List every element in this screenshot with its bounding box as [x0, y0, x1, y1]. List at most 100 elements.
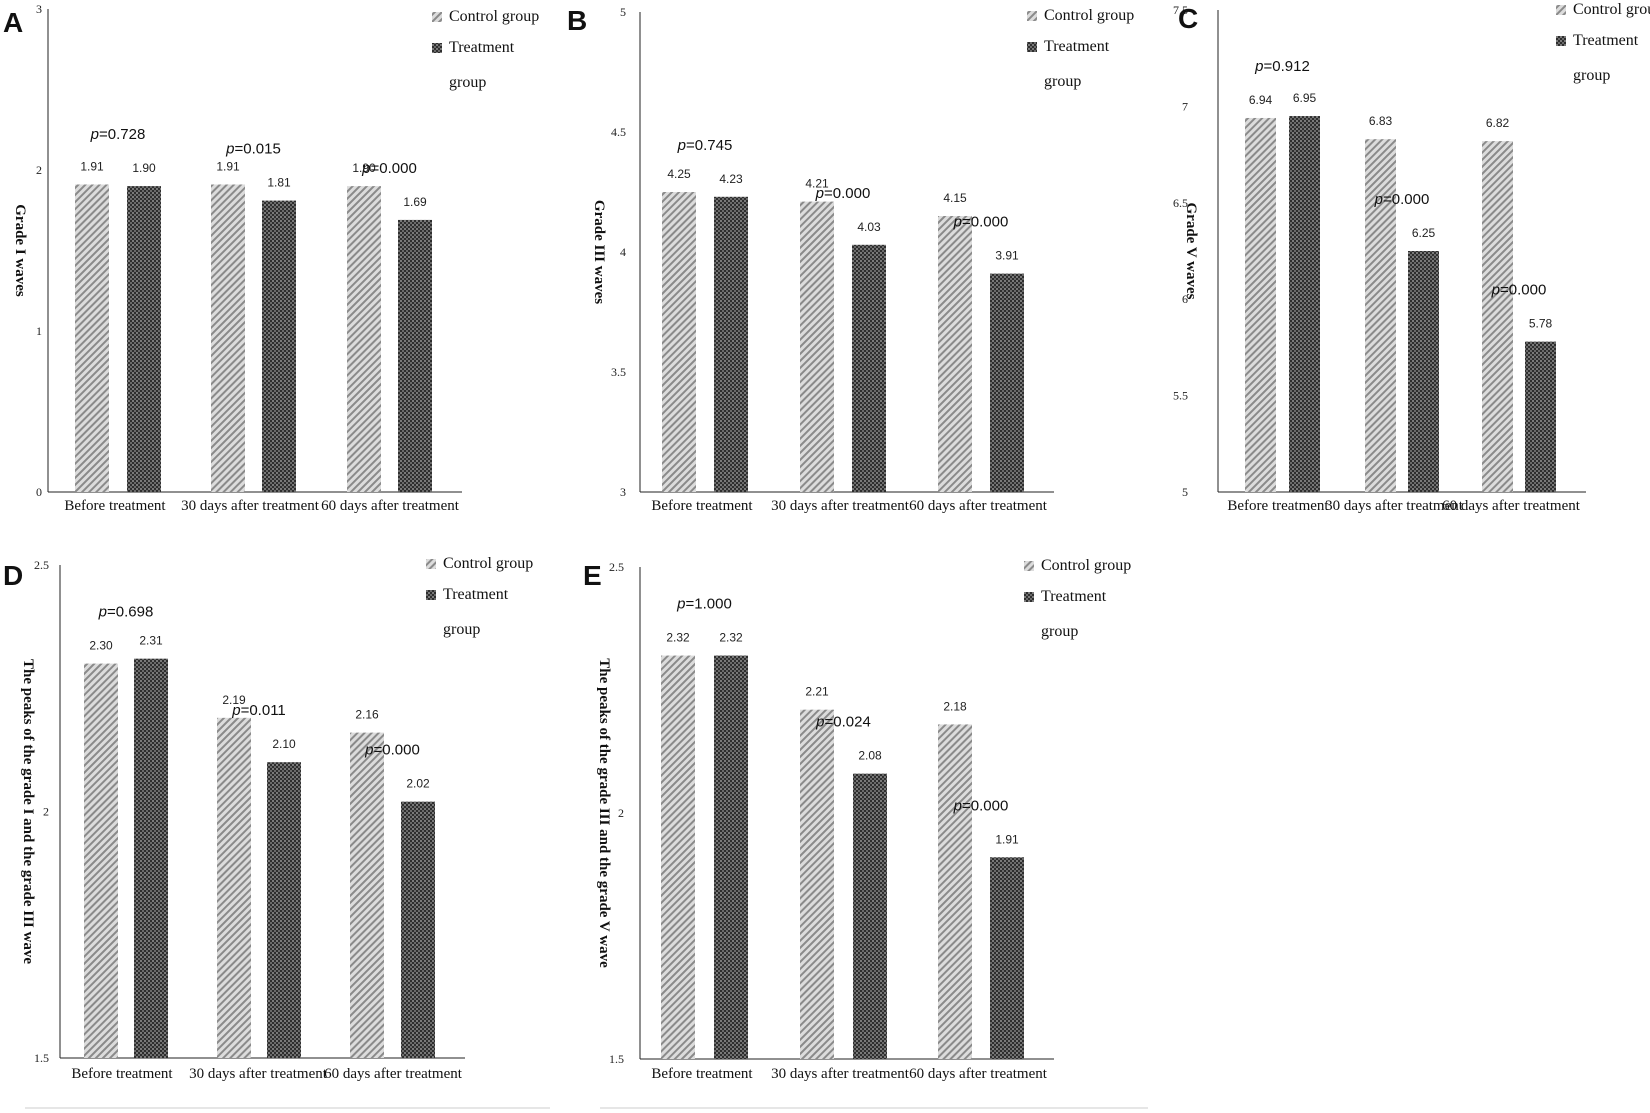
data-label: 5.78	[1529, 317, 1553, 331]
legend-swatch-control	[1024, 561, 1034, 571]
legend-label-treatment: Treatment	[449, 39, 515, 56]
panel-d: D 1.5 2 2.5 The peaks of the grade I and the…	[3, 555, 533, 1082]
bar-treatment-2	[1408, 251, 1439, 492]
data-label: 1.81	[267, 176, 291, 190]
y-tick-label: 1.5	[609, 1052, 624, 1066]
legend-swatch-treatment	[426, 590, 436, 600]
legend-label-treatment: Treatment	[443, 586, 509, 603]
y-axis-label: The peaks of the grade I and the grade I…	[20, 659, 36, 964]
data-label: 1.91	[80, 159, 104, 173]
data-label: 2.32	[719, 631, 743, 645]
x-category-label: 60 days after treatment	[1442, 498, 1581, 514]
y-tick-label: 3	[36, 2, 42, 16]
x-category-label: 60 days after treatment	[909, 498, 1048, 514]
data-label: 2.32	[666, 631, 690, 645]
bar-control-3	[1482, 141, 1513, 492]
y-tick-label: 2	[43, 805, 49, 819]
legend-label-control: Control group	[1041, 557, 1131, 574]
y-tick-label: 1.5	[34, 1051, 49, 1065]
y-tick-label: 2	[36, 163, 42, 177]
data-label: 6.83	[1369, 114, 1393, 128]
data-label: 2.19	[222, 693, 246, 707]
data-label: 2.08	[858, 749, 882, 763]
x-category-label: 60 days after treatment	[909, 1066, 1048, 1082]
bar-control-2	[1365, 139, 1396, 492]
y-tick-label: 7	[1182, 99, 1188, 113]
x-category-label: 30 days after treatment	[1325, 498, 1464, 514]
p-value-label: p=0.728	[90, 126, 146, 143]
bar-control-2	[217, 717, 251, 1058]
panel-letter-b: B	[567, 5, 587, 36]
legend-label-treatment-cont: group	[443, 621, 480, 638]
legend-label-treatment-cont: group	[449, 74, 486, 91]
bar-control-2	[800, 201, 834, 492]
data-label: 1.91	[995, 832, 1019, 846]
legend-label-treatment: Treatment	[1044, 38, 1110, 55]
x-category-label: Before treatment	[1227, 498, 1329, 514]
panels-container: A 0 1 2 3 Grade I waves 1.91 1.91 1.90 1.90 1.81 1.…	[3, 1, 1650, 1082]
y-axis-label: The peaks of the grade III and the grade…	[596, 658, 612, 968]
legend-swatch-treatment	[432, 43, 442, 53]
data-label: 6.25	[1412, 226, 1436, 240]
legend-label-control: Control group	[449, 8, 539, 25]
data-label: 1.90	[352, 161, 376, 175]
legend-swatch-control	[1556, 5, 1566, 15]
x-category-label: 60 days after treatment	[321, 498, 460, 514]
y-tick-label: 6	[1182, 292, 1188, 306]
y-tick-label: 2.5	[609, 560, 624, 574]
y-tick-label: 4.5	[611, 125, 626, 139]
bar-control-1	[75, 184, 109, 493]
p-value-label: p=0.698	[98, 604, 154, 621]
p-value-label: p=0.000	[364, 742, 420, 759]
bar-treatment-1	[127, 186, 161, 492]
y-tick-label: 5	[620, 5, 626, 19]
panel-e: E 1.5 2 2.5 The peaks of the grade III and t…	[583, 557, 1131, 1082]
p-value-label: p=0.000	[953, 797, 1009, 814]
legend-label-treatment: Treatment	[1573, 32, 1639, 49]
data-label: 1.91	[216, 159, 240, 173]
bar-treatment-2	[853, 773, 887, 1059]
legend-swatch-control	[432, 12, 442, 22]
data-label: 6.94	[1249, 93, 1273, 107]
data-label: 2.02	[406, 777, 430, 791]
panel-b: B 3 3.5 4 4.5 5 Grade III waves 4.25 4.21 4.15 4.2…	[567, 5, 1134, 514]
legend-label-control: Control group	[443, 555, 533, 572]
bar-control-1	[662, 192, 696, 492]
bar-control-1	[661, 655, 695, 1059]
y-tick-label: 0	[36, 485, 42, 499]
legend-swatch-control	[1027, 11, 1037, 21]
bar-control-1	[1245, 117, 1276, 492]
bar-treatment-3	[990, 273, 1024, 492]
data-label: 2.18	[943, 699, 967, 713]
x-category-label: Before treatment	[71, 1066, 173, 1082]
bar-control-2	[800, 709, 834, 1059]
legend-swatch-treatment	[1556, 36, 1566, 46]
y-tick-label: 3	[620, 485, 626, 499]
y-tick-label: 2.5	[34, 558, 49, 572]
y-tick-label: 7.5	[1173, 3, 1188, 17]
legend-label-control: Control group	[1573, 1, 1650, 18]
x-category-label: Before treatment	[651, 498, 753, 514]
bar-treatment-1	[1289, 116, 1320, 492]
panel-letter-c: C	[1178, 3, 1198, 34]
data-label: 4.25	[667, 167, 691, 181]
data-label: 4.21	[805, 177, 829, 191]
data-label: 2.10	[272, 737, 296, 751]
bar-treatment-2	[852, 244, 886, 492]
bar-control-3	[350, 732, 384, 1058]
bar-treatment-3	[1525, 341, 1556, 492]
y-tick-label: 5	[1182, 485, 1188, 499]
bar-treatment-2	[267, 762, 301, 1058]
data-label: 1.90	[132, 161, 156, 175]
data-label: 3.91	[995, 249, 1019, 263]
legend-label-treatment-cont: group	[1573, 67, 1610, 84]
y-tick-label: 1	[36, 324, 42, 338]
bar-treatment-3	[401, 801, 435, 1058]
data-label: 6.82	[1486, 116, 1510, 130]
bar-control-3	[347, 186, 381, 492]
p-value-label: p=0.011	[231, 702, 286, 719]
p-value-label: p=0.000	[1491, 282, 1547, 299]
y-tick-label: 3.5	[611, 365, 626, 379]
y-axis-label: Grade V waves	[1183, 203, 1199, 300]
y-tick-label: 4	[620, 245, 626, 259]
